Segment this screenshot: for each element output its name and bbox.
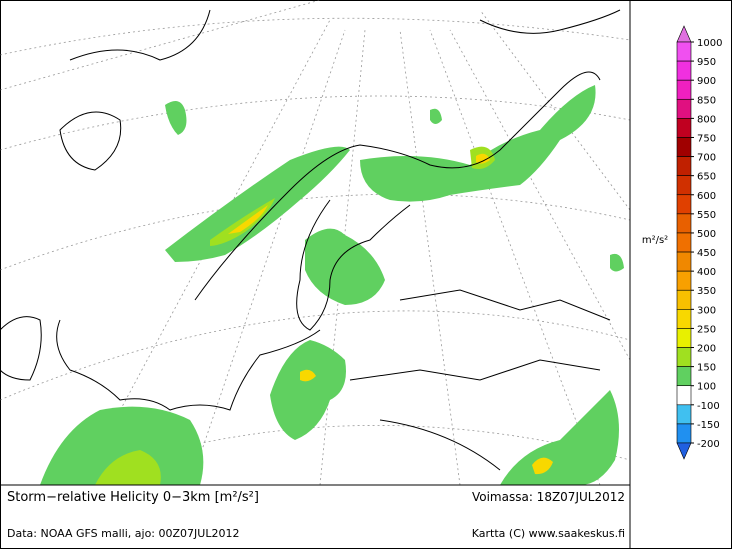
helicity-area (305, 228, 385, 305)
colorbar-unit: m²/s² (642, 235, 668, 246)
colorbar-label: 700 (697, 153, 716, 164)
colorbar-segment (676, 270, 692, 291)
helicity-area (210, 198, 275, 246)
colorbar-segment (676, 251, 692, 272)
colorbar-label: 450 (697, 248, 716, 259)
map (0, 0, 631, 486)
colorbar-label: 1000 (697, 38, 722, 49)
helicity-area (95, 450, 161, 485)
colorbar-arrow (676, 442, 692, 460)
colorbar-label: -200 (697, 439, 720, 450)
helicity-area (40, 406, 204, 485)
graticule (0, 17, 631, 486)
colorbar-label: 200 (697, 344, 716, 355)
colorbar-label: 650 (697, 172, 716, 183)
data-source: Data: NOAA GFS malli, ajo: 00Z07JUL2012 (7, 527, 239, 540)
helicity-area (228, 205, 268, 234)
colorbar-segment (676, 328, 692, 348)
colorbar-label: 150 (697, 363, 716, 374)
colorbar-label: 750 (697, 133, 716, 144)
helicity-area (300, 369, 316, 382)
colorbar-segment (676, 347, 692, 367)
colorbar-segment (676, 232, 692, 253)
helicity-area (270, 340, 346, 440)
colorbar-segment (676, 137, 692, 157)
colorbar-label: -100 (697, 401, 720, 412)
coastline (0, 9, 621, 471)
colorbar-label: 300 (697, 305, 716, 316)
helicity-area (165, 146, 350, 262)
coastline (56, 71, 601, 411)
colorbar-label: 250 (697, 324, 716, 335)
colorbar-segment (676, 194, 692, 215)
colorbar-segment (676, 156, 692, 176)
helicity-area (476, 153, 490, 164)
colorbar-label: 800 (697, 114, 716, 125)
colorbar-segment (676, 60, 692, 81)
colorbar-label: 950 (697, 57, 716, 68)
colorbar-label: 850 (697, 95, 716, 106)
map-title: Storm−relative Helicity 0−3km [m²/s²] (7, 490, 259, 505)
colorbar-segment (676, 289, 692, 310)
helicity-area (532, 457, 553, 475)
credit: Kartta (C) www.saakeskus.fi (472, 527, 625, 540)
colorbar-label: 600 (697, 191, 716, 202)
colorbar-segment (676, 41, 692, 62)
colorbar-segment (676, 79, 692, 100)
valid-time: Voimassa: 18Z07JUL2012 (472, 490, 625, 504)
colorbar: 1000 950 900 850 800 750 700 650 600 550 500 450 400… (676, 25, 722, 460)
colorbar-segment (676, 98, 692, 119)
graticule (0, 0, 631, 486)
colorbar-segment (676, 366, 692, 387)
colorbar-label: -150 (697, 420, 720, 431)
colorbar-segment (676, 213, 692, 234)
colorbar-label: 400 (697, 267, 716, 278)
colorbar-segment (676, 423, 692, 444)
colorbar-segment (676, 175, 692, 196)
colorbar-segment (676, 118, 692, 138)
colorbar-segment (676, 385, 692, 406)
colorbar-label: 550 (697, 210, 716, 221)
colorbar-label: 350 (697, 286, 716, 297)
colorbar-segment (676, 404, 692, 425)
colorbar-label: 900 (697, 76, 716, 87)
colorbar-label: 100 (697, 382, 716, 393)
helicity-area (360, 85, 596, 202)
coastline (59, 111, 122, 171)
colorbar-label: 500 (697, 229, 716, 240)
colorbar-segment (676, 309, 692, 329)
helicity-area (500, 390, 619, 485)
